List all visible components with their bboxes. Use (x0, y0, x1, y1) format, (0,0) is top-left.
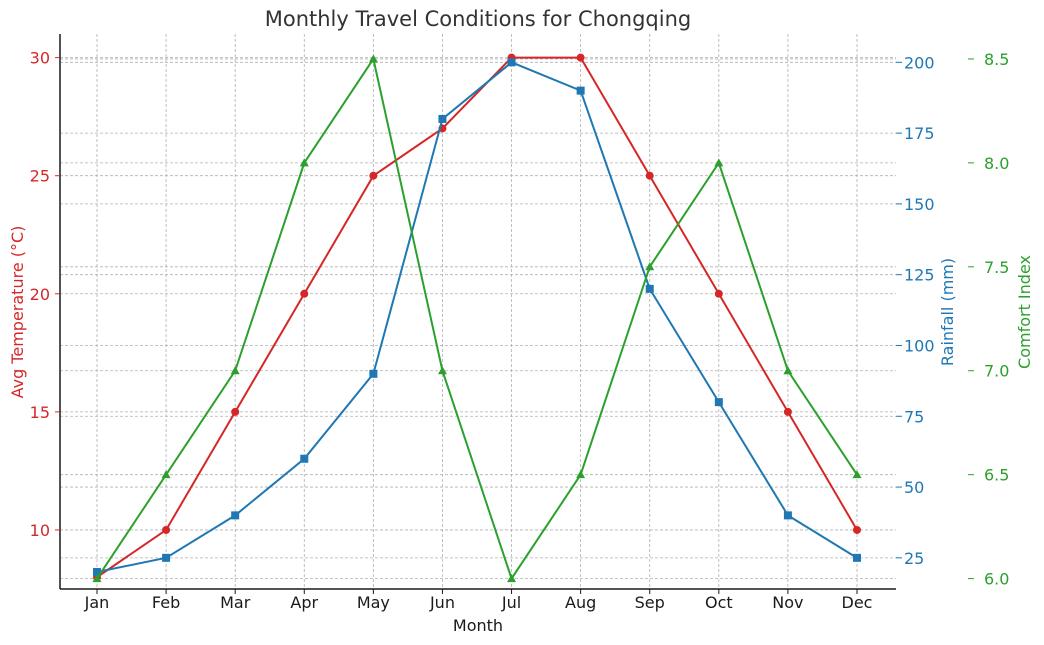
data-point-comfort (576, 470, 586, 479)
data-point-rain (576, 86, 585, 95)
y-tick-label-comfort: 6.0 (984, 570, 1009, 589)
data-point-rain (507, 58, 516, 67)
x-tick-label: Aug (565, 593, 596, 612)
x-tick-label: Apr (290, 593, 318, 612)
x-tick-label: Jul (501, 593, 521, 612)
data-point-comfort (368, 54, 378, 63)
y-tick-label-temperature: 15 (30, 403, 50, 422)
data-point-rain (162, 553, 171, 562)
data-point-rain (231, 511, 240, 520)
x-tick-label: Jun (429, 593, 455, 612)
data-point-comfort (714, 158, 724, 167)
y-axis-label-temperature: Avg Temperature (°C) (8, 226, 27, 399)
data-point-temp (783, 407, 792, 416)
y-tick-label-rainfall: 150 (904, 195, 935, 214)
data-point-temp (162, 525, 171, 534)
data-point-rain (853, 553, 861, 562)
data-point-rain (93, 568, 101, 577)
data-point-temp (369, 171, 378, 180)
data-point-comfort (230, 366, 240, 375)
x-tick-label: Jan (84, 593, 110, 612)
data-point-rain (438, 114, 447, 123)
y-tick-label-rainfall: 125 (904, 266, 935, 285)
axes-layer: Jan Feb Mar Apr May Jun Jul Aug Sep Oct Nov Dec 10 15… (30, 34, 1009, 612)
series-line-rain (96, 61, 858, 573)
chart-title: Monthly Travel Conditions for Chongqing (265, 7, 692, 31)
y-tick-label-rainfall: 100 (904, 336, 935, 355)
data-point-rain (300, 454, 309, 463)
y-tick-label-comfort: 6.5 (984, 466, 1009, 485)
y-tick-label-rainfall: 200 (904, 53, 935, 72)
data-point-rain (369, 369, 378, 378)
x-tick-label: Sep (635, 593, 665, 612)
data-point-temp (300, 289, 309, 298)
data-point-temp (714, 289, 723, 298)
data-point-rain (645, 284, 654, 293)
data-point-comfort (299, 158, 309, 167)
data-point-comfort (92, 574, 102, 583)
series-layer (92, 53, 862, 583)
y-tick-label-rainfall: 50 (904, 478, 924, 497)
y-tick-label-comfort: 8.5 (984, 50, 1009, 69)
y-axis-label-comfort: Comfort Index (1015, 255, 1034, 369)
data-point-temp (645, 171, 654, 180)
x-tick-label: Nov (772, 593, 803, 612)
y-tick-label-comfort: 7.0 (984, 362, 1009, 381)
data-point-temp (231, 407, 240, 416)
data-point-comfort (507, 574, 517, 583)
y-tick-label-comfort: 7.5 (984, 258, 1009, 277)
data-point-temp (576, 53, 585, 62)
y-tick-label-temperature: 25 (30, 167, 50, 186)
data-point-comfort (437, 366, 447, 375)
x-axis-label: Month (453, 616, 503, 635)
y-tick-label-temperature: 30 (30, 49, 50, 68)
y-tick-label-temperature: 10 (30, 521, 50, 540)
x-tick-label: Oct (705, 593, 733, 612)
y-tick-label-comfort: 8.0 (984, 154, 1009, 173)
x-tick-label: May (357, 593, 390, 612)
y-tick-label-rainfall: 175 (904, 124, 935, 143)
x-tick-label: Feb (152, 593, 180, 612)
series-line-temp (96, 56, 858, 579)
data-point-rain (783, 511, 792, 520)
series-line-comfort (96, 56, 858, 581)
y-tick-label-rainfall: 25 (904, 549, 924, 568)
y-axis-label-rainfall: Rainfall (mm) (938, 258, 957, 366)
data-point-comfort (645, 262, 655, 271)
data-point-temp (853, 525, 861, 534)
data-point-comfort (161, 470, 171, 479)
data-point-comfort (852, 470, 862, 479)
grid (60, 34, 896, 589)
data-point-comfort (783, 366, 793, 375)
data-point-rain (714, 398, 723, 407)
x-tick-label: Dec (842, 593, 873, 612)
x-tick-label: Mar (220, 593, 251, 612)
y-tick-label-rainfall: 75 (904, 407, 924, 426)
y-tick-label-temperature: 20 (30, 285, 50, 304)
